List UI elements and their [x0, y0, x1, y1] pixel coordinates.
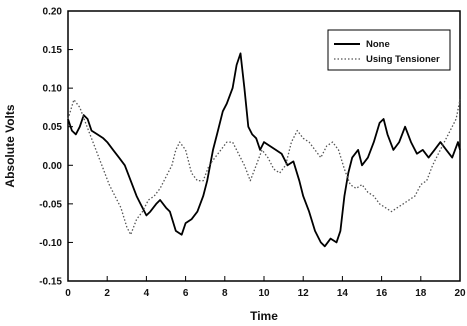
y-tick-label: 0.00 [43, 161, 63, 172]
series-line-using-tensioner [67, 99, 461, 236]
x-tick-label: 6 [183, 288, 189, 299]
x-tick-label: 18 [415, 288, 427, 299]
y-tick-label: 0.05 [43, 122, 63, 133]
y-tick-label: -0.15 [39, 277, 62, 288]
legend-label-using-tensioner: Using Tensioner [366, 54, 440, 65]
y-tick-label: -0.10 [39, 238, 62, 249]
x-tick-label: 12 [298, 288, 310, 299]
x-tick-label: 4 [144, 288, 150, 299]
y-axis-ticks: -0.15 -0.10 -0.05 0.00 0.05 0.10 0.15 0.20 [39, 7, 73, 288]
y-tick-label: 0.15 [43, 45, 63, 56]
series-layer [67, 52, 461, 248]
y-tick-label: 0.20 [43, 7, 63, 18]
legend: None Using Tensioner [327, 29, 451, 71]
y-axis-title: Absolute Volts [3, 104, 17, 187]
y-tick-label: -0.05 [39, 199, 62, 210]
y-tick-label: 0.10 [43, 84, 63, 95]
x-tick-label: 20 [454, 288, 466, 299]
x-tick-label: 2 [104, 288, 110, 299]
x-axis-ticks: 0 2 4 6 8 10 12 14 16 18 20 [65, 276, 466, 299]
x-tick-label: 10 [258, 288, 270, 299]
x-tick-label: 8 [222, 288, 228, 299]
series-line-none [67, 52, 461, 248]
legend-box [327, 29, 451, 71]
x-tick-label: 0 [65, 288, 71, 299]
x-tick-label: 16 [376, 288, 388, 299]
legend-label-none: None [366, 39, 390, 50]
x-axis-title: Time [250, 309, 278, 323]
x-tick-label: 14 [337, 288, 349, 299]
